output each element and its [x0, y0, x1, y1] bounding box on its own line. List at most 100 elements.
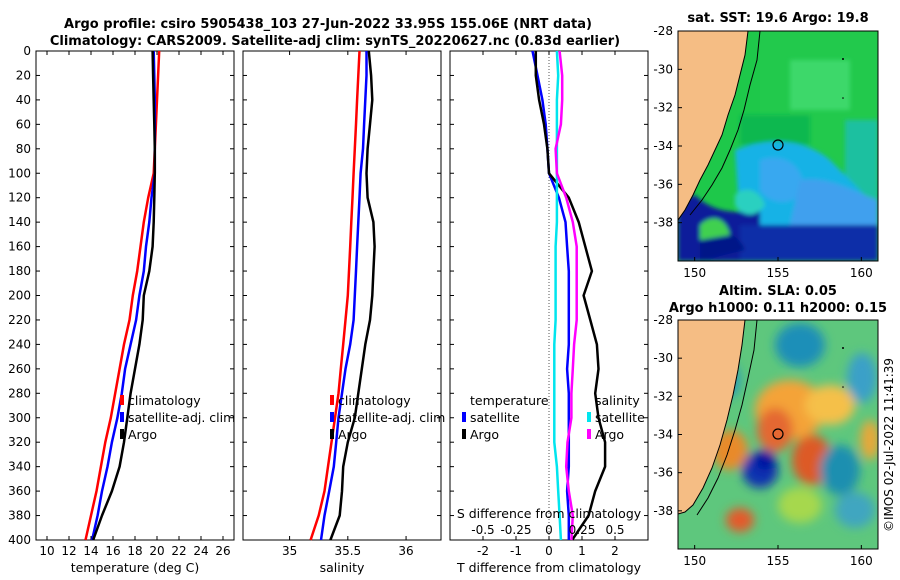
salinity-legend: climatology satellite-adj. clim Argo: [330, 393, 445, 442]
x-tick-label: 16: [105, 544, 120, 558]
map-lon-label: 160: [850, 554, 873, 568]
depth-ticks: 0 20 40 60 80 100 120 140 160 180 200 220 240 260 280 3…: [8, 44, 234, 547]
s-diff-tick-label: -0.5: [471, 523, 494, 537]
depth-tick-label: 100: [8, 166, 31, 180]
x-tick-label: 18: [127, 544, 142, 558]
series-line-argo: [92, 50, 157, 541]
legend-swatch-climatology-s: [330, 395, 334, 405]
x-tick-label: 0: [545, 544, 553, 558]
legend-satellite-adj: satellite-adj. clim: [128, 410, 235, 425]
s-diff-tick-label: 0.25: [569, 523, 596, 537]
depth-tick-label: 400: [8, 533, 31, 547]
depth-tick-label: 40: [16, 93, 31, 107]
sla-map-panel: Altim. SLA: 0.05 Argo h1000: 0.11 h2000:…: [653, 284, 887, 568]
temperature-lines: [84, 50, 161, 541]
sst-map-image: [678, 31, 878, 261]
salinity-xlabel: salinity: [320, 560, 365, 575]
depth-tick-label: 140: [8, 215, 31, 229]
series-line-t-argo: [534, 51, 607, 541]
legend-swatch-s-argo: [587, 429, 591, 439]
s-difference-label: S difference from climatology: [457, 506, 642, 521]
legend-swatch-argo-s: [330, 429, 334, 439]
depth-tick-label: 80: [16, 142, 31, 156]
temperature-xlabel: temperature (deg C): [71, 560, 200, 575]
sst-map-ticks: 150 155 160 -28 -30 -32 -34 -36 -38: [653, 24, 872, 280]
salinity-axes: [242, 50, 442, 541]
legend-s-satellite: satellite: [595, 410, 645, 425]
depth-tick-label: 160: [8, 240, 31, 254]
x-tick-label: 26: [215, 544, 230, 558]
sst-argo-marker: [772, 139, 784, 151]
map-lon-label: 150: [683, 266, 706, 280]
map-lat-label: -36: [653, 177, 673, 191]
legend-swatch-t-satellite: [462, 412, 466, 422]
depth-tick-label: 300: [8, 411, 31, 425]
depth-tick-label: 320: [8, 435, 31, 449]
figure-title-line1: Argo profile: csiro 5905438_103 27-Jun-2…: [64, 17, 592, 32]
difference-xticks: -2 -1 0 1 2: [477, 51, 619, 558]
legend-argo: Argo: [128, 427, 157, 442]
sla-map-ticks: 150 155 160 -28 -30 -32 -34 -36 -38: [653, 313, 872, 568]
legend-swatch-t-argo: [462, 429, 466, 439]
x-tick-label: 24: [193, 544, 208, 558]
imos-watermark: ©IMOS 02-Jul-2022 11:41:39: [882, 358, 896, 532]
depth-tick-label: 20: [16, 68, 31, 82]
series-line-satellite-adj-clim: [319, 51, 368, 541]
legend-argo-s: Argo: [338, 427, 367, 442]
legend-s-title: salinity: [595, 393, 640, 408]
salinity-yticks: [243, 50, 441, 541]
series-line-s-argo: [554, 50, 578, 541]
legend-swatch-argo: [120, 429, 124, 439]
map-lat-label: -38: [653, 504, 673, 518]
series-line-climatology: [309, 50, 361, 541]
x-tick-label: 35: [282, 544, 297, 558]
x-tick-label: 14: [83, 544, 98, 558]
salinity-panel: 35 35.5 36 climatology satellite-adj. clim…: [242, 50, 445, 575]
depth-tick-label: 200: [8, 289, 31, 303]
series-line-s-satellite: [553, 50, 563, 541]
series-line-argo: [329, 50, 376, 541]
depth-tick-label: 280: [8, 386, 31, 400]
s-diff-tick-label: -0.25: [500, 523, 531, 537]
difference-yticks: [450, 50, 648, 541]
sst-map-panel: sat. SST: 19.6 Argo: 19.8: [653, 11, 879, 280]
legend-swatch-s-satellite: [587, 412, 591, 422]
map-lat-label: -28: [653, 24, 673, 38]
depth-tick-label: 360: [8, 484, 31, 498]
legend-swatch-climatology: [120, 395, 124, 405]
s-difference-ticks: -0.5 -0.25 0 0.25 0.5: [471, 523, 624, 537]
x-tick-label: 12: [61, 544, 76, 558]
temperature-axes: [35, 50, 235, 541]
x-tick-label: -2: [477, 544, 489, 558]
x-tick-label: 22: [171, 544, 186, 558]
x-tick-label: 36: [398, 544, 413, 558]
figure-title-line2: Climatology: CARS2009. Satellite-adj cli…: [50, 34, 620, 49]
x-tick-label: 1: [578, 544, 586, 558]
legend-climatology-s: climatology: [338, 393, 411, 408]
x-tick-label: 10: [39, 544, 54, 558]
legend-swatch-satellite-adj-s: [330, 412, 334, 422]
legend-t-title: temperature: [470, 393, 549, 408]
salinity-xticks: 35 35.5 36: [282, 51, 414, 558]
x-tick-label: -1: [510, 544, 522, 558]
sla-argo-marker: [772, 428, 784, 440]
s-diff-tick-label: 0.5: [605, 523, 624, 537]
x-tick-label: 2: [611, 544, 619, 558]
depth-tick-label: 380: [8, 509, 31, 523]
temperature-panel: 0 20 40 60 80 100 120 140 160 180 200 220 240 260 280 3…: [8, 44, 235, 575]
sla-map-image: [678, 320, 878, 549]
depth-tick-label: 240: [8, 337, 31, 351]
map-lon-label: 150: [683, 554, 706, 568]
map-lat-label: -32: [653, 389, 673, 403]
map-lat-label: -28: [653, 313, 673, 327]
map-lat-label: -30: [653, 62, 673, 76]
legend-t-satellite: satellite: [470, 410, 520, 425]
sla-map-title-line1: Altim. SLA: 0.05: [719, 284, 837, 299]
salinity-lines: [309, 50, 376, 541]
legend-climatology: climatology: [128, 393, 201, 408]
x-tick-label: 35.5: [334, 544, 361, 558]
depth-tick-label: 180: [8, 264, 31, 278]
difference-legend-salinity: salinity satellite Argo: [587, 393, 645, 442]
difference-axes: [449, 50, 649, 541]
